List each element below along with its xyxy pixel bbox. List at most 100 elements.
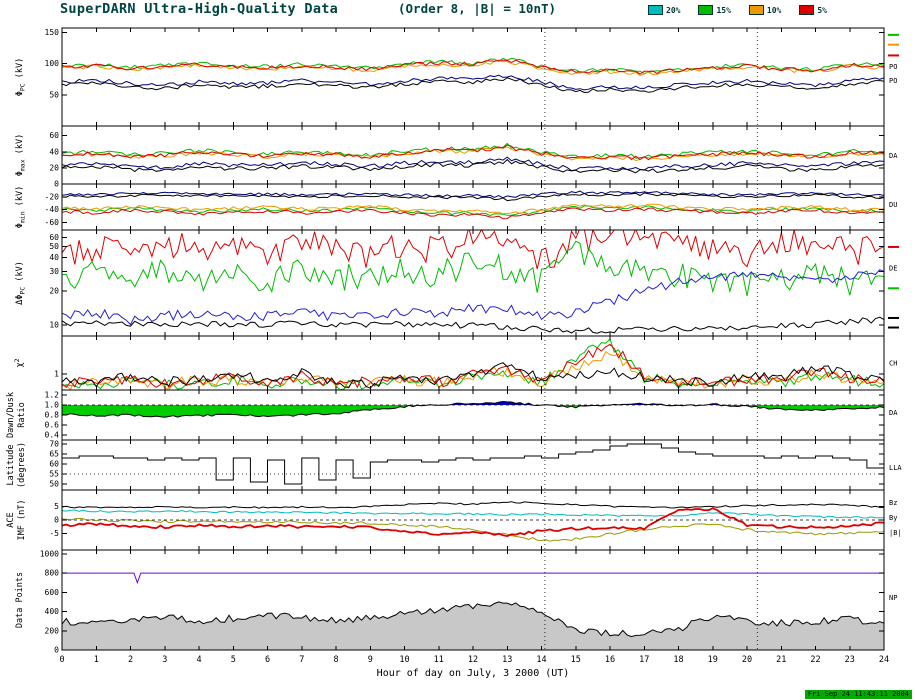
series-line-black [62, 316, 884, 334]
series-line-5pct [62, 144, 884, 161]
series-line-orange [62, 350, 884, 390]
y-tick-label: 1000 [40, 549, 59, 558]
right-label: |B| [889, 529, 902, 537]
panel-frame [61, 27, 885, 127]
x-tick-label: 15 [571, 655, 581, 665]
y-tick-label: -5 [49, 529, 59, 538]
right-label: Bz [889, 499, 897, 507]
y-axis-label: χ2 [13, 358, 25, 367]
right-label: By [889, 514, 897, 522]
series-line-10pct [62, 146, 884, 162]
x-tick-label: 3 [162, 655, 167, 665]
y-tick-label: 0.8 [45, 411, 60, 420]
percentile-legend: 20% 15% 10% 5% [648, 5, 827, 15]
y-tick-label: 1.2 [45, 391, 60, 400]
series-data-points [62, 572, 884, 650]
y-tick-label: 50 [49, 480, 59, 489]
series-line-5pct [62, 59, 884, 75]
legend-item-10%: 10% [748, 5, 782, 15]
right-label: DE [889, 264, 897, 272]
series-phi-min [62, 190, 884, 220]
x-tick-label: 2 [128, 655, 133, 665]
right-label: DA [889, 409, 898, 417]
y-axis-label: (degrees) [17, 442, 27, 488]
y-axis-label: ΔΦPC (kV) [15, 261, 27, 305]
y-axis-label: Φmax (kV) [15, 134, 27, 176]
page-title: SuperDARN Ultra-High-Quality Data [60, 1, 339, 17]
x-tick-label: 23 [845, 655, 855, 665]
right-label: CH [889, 360, 897, 368]
right-label: PO [889, 77, 897, 85]
y-tick-label: 0 [54, 180, 59, 189]
series-phi-max [62, 142, 884, 174]
y-tick-label: 400 [45, 607, 60, 616]
legend-label: 20% [666, 5, 681, 15]
legend-item-15%: 15% [698, 5, 731, 15]
series-line-red [62, 343, 884, 389]
page-subtitle: (Order 8, |B| = 10nT) [398, 1, 557, 16]
y-tick-label: 800 [45, 569, 60, 578]
panel-frame [61, 183, 885, 231]
y-axis-label: ACE [6, 512, 16, 527]
y-tick-label: 0 [54, 516, 59, 525]
x-axis-title: Hour of day on July, 3 2000 (UT) [377, 668, 570, 679]
y-tick-label: 20 [49, 163, 59, 172]
x-tick-label: 24 [879, 655, 889, 665]
y-axis-label: ΦPC (kV) [15, 58, 27, 97]
series-dphi-pc [62, 230, 884, 334]
x-tick-label: 1 [94, 655, 99, 665]
y-tick-label: 100 [45, 59, 60, 68]
series-line-10pct [62, 203, 884, 215]
series-line-Bx [62, 517, 884, 542]
panel-phi-pc: 150 100 50 ΦPC (kV) PO PO [15, 27, 899, 127]
x-tick-label: 0 [59, 655, 64, 665]
series-line-blue [62, 269, 884, 326]
x-tick-label: 22 [810, 655, 820, 665]
y-tick-label: 0 [54, 646, 59, 655]
series-line-black [62, 192, 884, 202]
panel-data-points: 1000 800 600 400 200 0 Data Points NP [15, 549, 897, 654]
y-tick-label: 30 [49, 267, 59, 276]
panel-dawn-dusk-ratio: 1.21.00.80.60.4 Dawn/Dusk Ratio DA [6, 389, 898, 441]
y-axis-label: Φmin (kV) [15, 186, 27, 228]
series-line-black [62, 158, 884, 174]
series-line-ratio [62, 400, 884, 418]
y-tick-label: 40 [49, 147, 59, 156]
panel-phi-max: 60 40 20 0 Φmax (kV) DA [15, 125, 898, 189]
render-timestamp: Fri Sep 24 11:43:11 2004 [804, 690, 912, 699]
series-phi-pc [62, 57, 884, 94]
panel-frame [61, 439, 885, 491]
x-tick-label: 19 [708, 655, 718, 665]
y-tick-label: 0.6 [45, 421, 60, 430]
series-line-red [62, 230, 884, 270]
legend-label: 10% [766, 5, 782, 15]
panel-chi2: 1 χ2 CH [13, 335, 897, 391]
right-label: LLA [889, 464, 902, 472]
x-tick-label: 7 [299, 655, 304, 665]
x-tick-label: 6 [265, 655, 270, 665]
y-axis-label: Data Points [15, 572, 25, 628]
y-tick-label: -60 [45, 218, 60, 227]
x-tick-label: 4 [196, 655, 201, 665]
series-line-15pct [62, 142, 884, 159]
series-latitude [62, 443, 884, 485]
y-tick-label: -20 [45, 192, 60, 201]
x-tick-label: 21 [776, 655, 786, 665]
y-tick-label: 55 [49, 470, 59, 479]
y-axis-label: Latitude [6, 445, 16, 486]
right-label: PO [889, 63, 897, 71]
y-tick-label: 40 [49, 253, 59, 262]
y-tick-label: 20 [49, 287, 59, 296]
series-line-Bmag [62, 501, 884, 509]
series-line-navy [62, 74, 884, 91]
legend-swatch-icon [648, 5, 663, 15]
y-tick-label: 60 [49, 460, 59, 469]
series-line-By [62, 509, 884, 519]
x-tick-label: 12 [468, 655, 478, 665]
series-line-npoints [62, 601, 884, 638]
x-tick-label: 11 [434, 655, 444, 665]
y-axis-label: IMF (nT) [17, 500, 27, 541]
